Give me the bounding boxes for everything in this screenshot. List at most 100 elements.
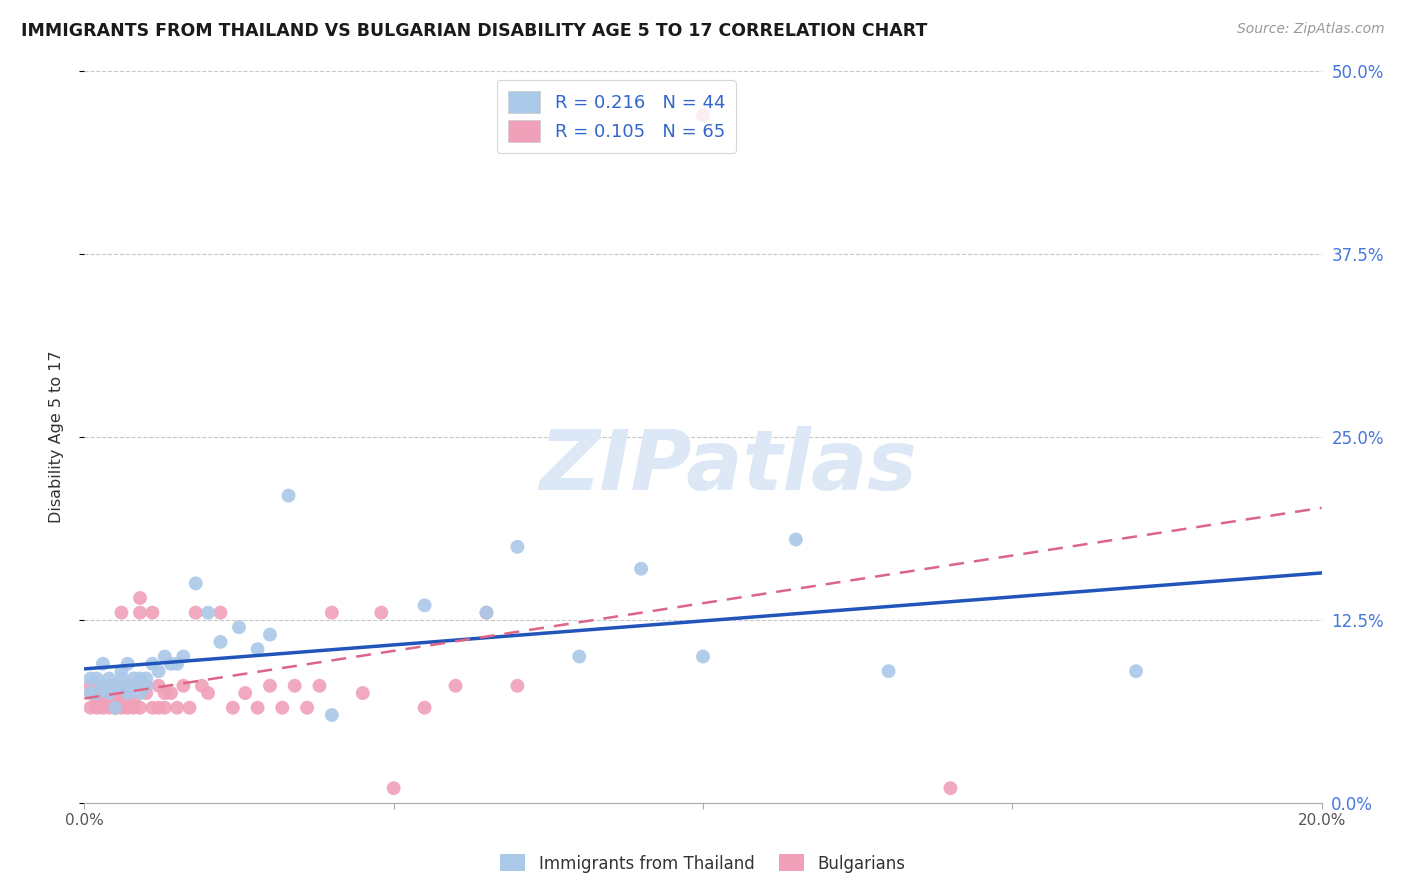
Point <box>122 700 145 714</box>
Point <box>98 686 121 700</box>
Point <box>444 679 467 693</box>
Point <box>191 679 214 693</box>
Point <box>129 591 152 605</box>
Point <box>86 700 108 714</box>
Point <box>271 700 294 714</box>
Point <box>135 679 157 693</box>
Point <box>308 679 330 693</box>
Point <box>117 700 139 714</box>
Point <box>104 679 127 693</box>
Point <box>129 672 152 686</box>
Point <box>110 679 132 693</box>
Point <box>91 693 114 707</box>
Point <box>122 679 145 693</box>
Point <box>184 606 207 620</box>
Point <box>117 686 139 700</box>
Point <box>86 686 108 700</box>
Point <box>321 606 343 620</box>
Point <box>148 679 170 693</box>
Point <box>110 672 132 686</box>
Point <box>321 708 343 723</box>
Point <box>91 679 114 693</box>
Point <box>135 679 157 693</box>
Point <box>222 700 245 714</box>
Y-axis label: Disability Age 5 to 17: Disability Age 5 to 17 <box>49 351 63 524</box>
Point <box>91 679 114 693</box>
Point <box>129 700 152 714</box>
Text: Source: ZipAtlas.com: Source: ZipAtlas.com <box>1237 22 1385 37</box>
Point <box>135 686 157 700</box>
Point <box>104 700 127 714</box>
Point <box>413 700 436 714</box>
Point <box>98 693 121 707</box>
Point <box>506 679 529 693</box>
Point <box>122 679 145 693</box>
Point <box>939 781 962 796</box>
Point <box>86 672 108 686</box>
Point <box>141 700 163 714</box>
Point <box>197 606 219 620</box>
Point <box>110 606 132 620</box>
Point <box>122 693 145 707</box>
Point <box>166 700 188 714</box>
Point <box>110 700 132 714</box>
Point <box>160 686 183 700</box>
Point <box>209 606 232 620</box>
Point <box>295 700 318 714</box>
Point <box>184 576 207 591</box>
Point <box>148 700 170 714</box>
Point <box>110 686 132 700</box>
Point <box>104 700 127 714</box>
Text: IMMIGRANTS FROM THAILAND VS BULGARIAN DISABILITY AGE 5 TO 17 CORRELATION CHART: IMMIGRANTS FROM THAILAND VS BULGARIAN DI… <box>21 22 928 40</box>
Point <box>284 679 307 693</box>
Point <box>122 672 145 686</box>
Point <box>475 606 498 620</box>
Point <box>197 686 219 700</box>
Point <box>172 679 194 693</box>
Point <box>79 686 101 700</box>
Point <box>129 686 152 700</box>
Point <box>117 679 139 693</box>
Point <box>785 533 807 547</box>
Point <box>370 606 392 620</box>
Point <box>630 562 652 576</box>
Point <box>79 686 101 700</box>
Point <box>160 657 183 671</box>
Point <box>148 664 170 678</box>
Point <box>153 686 176 700</box>
Point <box>692 649 714 664</box>
Point <box>117 686 139 700</box>
Point <box>413 599 436 613</box>
Point <box>209 635 232 649</box>
Point <box>506 540 529 554</box>
Point <box>246 700 269 714</box>
Point <box>98 679 121 693</box>
Point <box>172 649 194 664</box>
Point <box>104 693 127 707</box>
Point <box>352 686 374 700</box>
Point <box>79 679 101 693</box>
Legend: R = 0.216   N = 44, R = 0.105   N = 65: R = 0.216 N = 44, R = 0.105 N = 65 <box>496 80 735 153</box>
Point <box>692 108 714 122</box>
Point <box>277 489 299 503</box>
Point <box>382 781 405 796</box>
Point <box>153 700 176 714</box>
Point <box>166 657 188 671</box>
Point <box>1125 664 1147 678</box>
Point <box>259 679 281 693</box>
Point <box>86 686 108 700</box>
Point <box>246 642 269 657</box>
Point <box>179 700 201 714</box>
Point <box>91 657 114 671</box>
Point <box>135 672 157 686</box>
Point <box>79 700 101 714</box>
Text: ZIPatlas: ZIPatlas <box>538 425 917 507</box>
Point <box>228 620 250 634</box>
Point <box>104 686 127 700</box>
Point <box>129 606 152 620</box>
Point <box>153 649 176 664</box>
Point <box>91 700 114 714</box>
Legend: Immigrants from Thailand, Bulgarians: Immigrants from Thailand, Bulgarians <box>494 847 912 880</box>
Point <box>475 606 498 620</box>
Point <box>98 700 121 714</box>
